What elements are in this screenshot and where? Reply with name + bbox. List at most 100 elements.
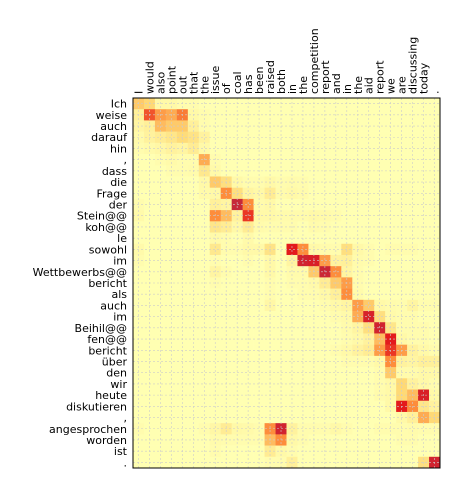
- heatmap-cell: [165, 299, 178, 312]
- heatmap-cell: [330, 131, 342, 144]
- heatmap-cell: [242, 434, 254, 446]
- heatmap-cell: [209, 311, 222, 323]
- heatmap-cell: [209, 187, 222, 200]
- heatmap-cell: [286, 142, 298, 155]
- heatmap-cell: [297, 355, 309, 368]
- heatmap-cell: [374, 434, 386, 446]
- heatmap-cell: [374, 423, 386, 435]
- y-tick-label: .: [124, 456, 128, 469]
- heatmap-cell: [363, 411, 375, 424]
- heatmap-cell: [374, 311, 386, 323]
- heatmap-cell: [165, 411, 178, 424]
- heatmap-cell: [154, 434, 167, 446]
- heatmap-cell: [242, 142, 254, 155]
- heatmap-cell: [407, 142, 419, 155]
- x-tick-label: of: [220, 82, 233, 94]
- y-tick-label: angesprochen: [49, 423, 127, 436]
- heatmap-cell: [297, 254, 309, 267]
- heatmap-cell: [154, 243, 167, 256]
- heatmap-cell: [154, 423, 167, 435]
- y-tick-label: dass: [102, 165, 127, 178]
- heatmap-cell: [330, 187, 342, 200]
- x-tick-label: report: [374, 60, 387, 94]
- heatmap-cell: [154, 411, 167, 424]
- heatmap-cell: [297, 411, 309, 424]
- heatmap-cell: [198, 243, 211, 256]
- heatmap-cell: [253, 187, 265, 200]
- y-tick-label: die: [110, 176, 127, 189]
- heatmap-cell: [330, 355, 342, 368]
- heatmap-cell: [418, 355, 430, 368]
- y-tick-label: als: [111, 288, 127, 301]
- y-tick-label: hin: [110, 142, 127, 155]
- x-tick-label: and: [330, 73, 343, 94]
- heatmap-cell: [242, 423, 254, 435]
- x-tick-label: we: [385, 78, 398, 94]
- heatmap-cell: [253, 142, 265, 155]
- y-tick-label: ist: [114, 445, 128, 458]
- heatmap-cell: [198, 187, 211, 200]
- heatmap-cell: [363, 131, 375, 144]
- heatmap-cell: [374, 131, 386, 144]
- heatmap-cell: [407, 131, 419, 144]
- x-tick-label: the: [198, 76, 211, 94]
- heatmap-cell: [253, 311, 265, 323]
- heatmap-cell: [154, 378, 167, 390]
- heatmap-cell: [330, 311, 342, 323]
- heatmap-cell: [209, 131, 222, 144]
- heatmap-cell: [209, 423, 222, 435]
- x-tick-label: competition: [308, 28, 321, 94]
- heatmap-cell: [165, 142, 178, 155]
- heatmap-cell: [253, 243, 265, 256]
- heatmap-cell: [418, 131, 430, 144]
- x-tick-label: out: [176, 75, 189, 94]
- x-tick-label: that: [187, 71, 200, 94]
- heatmap-cell: [165, 378, 178, 390]
- x-tick-label: .: [429, 91, 442, 95]
- heatmap-cell: [154, 311, 167, 323]
- heatmap-cell: [363, 299, 375, 312]
- heatmap-cell: [374, 254, 386, 267]
- heatmap-cell: [363, 198, 375, 211]
- heatmap-cell: [209, 355, 222, 368]
- y-tick-label: Frage: [96, 187, 127, 200]
- heatmap-cell: [407, 311, 419, 323]
- heatmap-cell: [330, 142, 342, 155]
- heatmap-cell: [363, 311, 375, 323]
- y-tick-label: im: [113, 255, 127, 268]
- heatmap-cell: [253, 131, 265, 144]
- y-tick-label: diskutieren: [66, 400, 127, 413]
- heatmap-cell: [407, 355, 419, 368]
- y-tick-label: über: [102, 355, 128, 368]
- heatmap-cell: [418, 299, 430, 312]
- heatmap-cell: [286, 423, 298, 435]
- x-tick-label: report: [319, 60, 332, 94]
- y-tick-label: wir: [110, 378, 127, 391]
- heatmap-cell: [286, 187, 298, 200]
- heatmap-cell: [286, 378, 298, 390]
- heatmap-cell: [418, 254, 430, 267]
- heatmap-cell: [374, 355, 386, 368]
- x-tick-label: been: [253, 66, 266, 94]
- heatmap-cell: [198, 411, 211, 424]
- heatmap-cell: [297, 142, 309, 155]
- heatmap-cell: [297, 299, 309, 312]
- heatmap-cell: [242, 131, 254, 144]
- heatmap-cell: [242, 355, 254, 368]
- heatmap-cell: [363, 243, 375, 256]
- y-tick-label: fen@@: [87, 333, 127, 346]
- heatmap-cell: [297, 131, 309, 144]
- heatmap-cell: [242, 378, 254, 390]
- heatmap-cell: [209, 254, 222, 267]
- heatmap-cell: [253, 423, 265, 435]
- x-tick-label: the: [352, 76, 365, 94]
- heatmap-cell: [209, 299, 222, 312]
- heatmap-cell: [242, 311, 254, 323]
- heatmap-cell: [209, 434, 222, 446]
- heatmap-cell: [154, 355, 167, 368]
- heatmap-cell: [242, 299, 254, 312]
- heatmap-cell: [330, 243, 342, 256]
- heatmap-cell: [297, 378, 309, 390]
- heatmap-cell: [286, 243, 298, 256]
- y-tick-label: darauf: [91, 131, 128, 144]
